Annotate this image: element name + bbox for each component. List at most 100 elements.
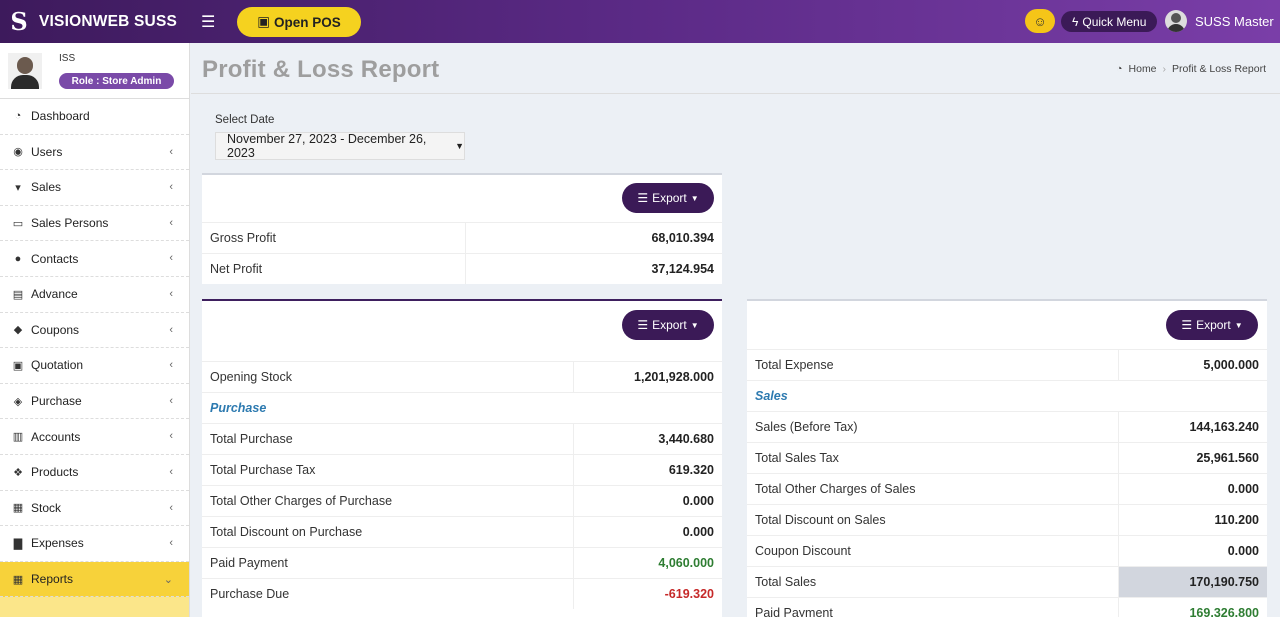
export-button[interactable]: ☰ Export ▼ [622, 183, 714, 213]
table-row: Coupon Discount 0.000 [747, 535, 1267, 566]
row-value: 1,201,928.000 [634, 370, 714, 384]
open-pos-label: Open POS [274, 14, 341, 30]
table-row: Sales (Before Tax) 144,163.240 [747, 411, 1267, 442]
page-title: Profit & Loss Report [202, 56, 440, 83]
column-divider [573, 579, 574, 609]
user-menu[interactable]: SUSS Master [1165, 10, 1274, 32]
sidebar-item-products[interactable]: ❖ Products ‹ [0, 455, 189, 491]
book-icon: ▤ [12, 288, 24, 301]
users-icon: ● [14, 252, 22, 265]
sidebar-user-name: ISS [59, 53, 76, 64]
row-value: 4,060.000 [658, 556, 714, 570]
sidebar-item-label: Products [31, 465, 79, 480]
row-label: Total Expense [755, 358, 834, 372]
chevron-left-icon: ‹ [169, 359, 173, 372]
header-divider [191, 93, 1280, 94]
table-row: Total Purchase Tax 619.320 [202, 454, 722, 485]
sidebar-item-label: Stock [31, 500, 62, 515]
sidebar-item-expenses[interactable]: ▇ Expenses ‹ [0, 526, 189, 562]
column-divider [1118, 598, 1119, 617]
file-icon: ▇ [13, 537, 23, 550]
date-label: Select Date [215, 114, 275, 126]
sidebar-item-label: Quotation [31, 358, 84, 373]
sidebar-item-label: Dashboard [31, 109, 90, 124]
caret-down-icon: ▼ [1234, 320, 1243, 330]
row-label: Total Other Charges of Sales [755, 482, 916, 496]
row-value: 169,326.800 [1189, 606, 1259, 617]
cubes-icon: ❖ [13, 466, 23, 479]
sidebar-item-contacts[interactable]: ● Contacts ‹ [0, 241, 189, 277]
row-label: Opening Stock [210, 370, 292, 384]
quick-menu-button[interactable]: ϟ Quick Menu [1061, 11, 1158, 32]
row-label: Total Sales [755, 575, 817, 589]
calendar-icon: ▣ [12, 359, 24, 372]
sidebar-item-users[interactable]: ◉ Users ‹ [0, 135, 189, 171]
user-panel: ISS Role : Store Admin [0, 43, 189, 99]
chevron-left-icon: ‹ [169, 537, 173, 550]
column-divider [1118, 567, 1119, 597]
table-row: Paid Payment 169,326.800 [747, 597, 1267, 617]
open-pos-button[interactable]: ▣ Open POS [237, 7, 361, 37]
row-label: Total Discount on Sales [755, 513, 886, 527]
summary-card: ☰ Export ▼ Gross Profit 68,010.394 Net Pro… [202, 173, 722, 284]
sidebar-item-sales[interactable]: ▾ Sales ‹ [0, 170, 189, 206]
hamburger-menu-icon[interactable]: ☰ [201, 14, 216, 31]
avatar [1165, 10, 1187, 32]
sidebar-item-label: Advance [31, 287, 78, 302]
sidebar: ISS Role : Store Admin ◔ Dashboard ◉ Users ‹… [0, 43, 190, 617]
briefcase-icon: ▣ [257, 14, 270, 29]
caret-down-icon: ▼ [455, 141, 464, 151]
row-value: 37,124.954 [651, 262, 714, 276]
sidebar-item-label: Contacts [31, 251, 79, 266]
row-label: Purchase Due [210, 587, 290, 601]
chevron-left-icon: ‹ [169, 430, 173, 443]
box-icon: ◈ [13, 395, 23, 408]
column-divider [465, 254, 466, 284]
row-highlight [1118, 567, 1267, 597]
row-value: 144,163.240 [1189, 420, 1259, 434]
chevron-left-icon: ‹ [169, 501, 173, 514]
list-icon: ☰ [1181, 318, 1193, 332]
sidebar-item-reports[interactable]: ▦ Reports ⌄ [0, 561, 189, 598]
breadcrumb: ◔ Home › Profit & Loss Report [1116, 63, 1266, 75]
breadcrumb-home[interactable]: Home [1128, 63, 1157, 75]
column-divider [573, 424, 574, 454]
export-label: Export [652, 318, 687, 332]
brand[interactable]: S VISIONWEB SUSS [0, 0, 190, 43]
sidebar-item-sales-persons[interactable]: ▭ Sales Persons ‹ [0, 206, 189, 242]
sales-card: ☰ Export ▼ Total Expense 5,000.000 Sales Sa… [747, 299, 1267, 617]
table-row: Total Purchase 3,440.680 [202, 423, 722, 454]
sidebar-item-label: Users [31, 144, 63, 159]
support-icon[interactable]: ☺ [1025, 9, 1055, 33]
sidebar-item-dashboard[interactable]: ◔ Dashboard [0, 99, 189, 135]
row-label: Total Purchase [210, 432, 293, 446]
quick-menu-label: Quick Menu [1082, 14, 1147, 29]
sidebar-item-coupons[interactable]: ◆ Coupons ‹ [0, 313, 189, 349]
sidebar-item-quotation[interactable]: ▣ Quotation ‹ [0, 348, 189, 384]
row-label: Sales [755, 389, 788, 403]
caret-down-icon: ▼ [690, 320, 699, 330]
export-button[interactable]: ☰ Export ▼ [622, 310, 714, 340]
row-value: 5,000.000 [1203, 358, 1259, 372]
table-row: Sales [747, 380, 1267, 411]
sidebar-item-accounts[interactable]: ▥ Accounts ‹ [0, 419, 189, 455]
sidebar-menu: ◔ Dashboard ◉ Users ‹ ▾ Sales ‹ ▭ Sales Persons ‹ ●… [0, 99, 189, 598]
table-row: Total Sales 170,190.750 [747, 566, 1267, 597]
chart-icon: ▦ [12, 573, 24, 586]
column-divider [1118, 350, 1119, 380]
column-divider [573, 362, 574, 392]
row-value: 25,961.560 [1196, 451, 1259, 465]
tag-icon: ◆ [13, 324, 23, 337]
sidebar-item-stock[interactable]: ▦ Stock ‹ [0, 491, 189, 527]
export-button[interactable]: ☰ Export ▼ [1166, 310, 1258, 340]
date-range-select[interactable]: November 27, 2023 - December 26, 2023 ▼ [215, 132, 465, 160]
role-badge: Role : Store Admin [59, 73, 174, 89]
row-value: 0.000 [682, 525, 714, 539]
sidebar-item-advance[interactable]: ▤ Advance ‹ [0, 277, 189, 313]
top-navbar: S VISIONWEB SUSS ☰ ▣ Open POS ☺ ϟ Quick … [0, 0, 1280, 43]
bank-icon: ▥ [12, 431, 24, 444]
sidebar-submenu[interactable] [0, 597, 189, 617]
id-card-icon: ▭ [12, 217, 24, 230]
sidebar-item-purchase[interactable]: ◈ Purchase ‹ [0, 384, 189, 420]
column-divider [573, 455, 574, 485]
